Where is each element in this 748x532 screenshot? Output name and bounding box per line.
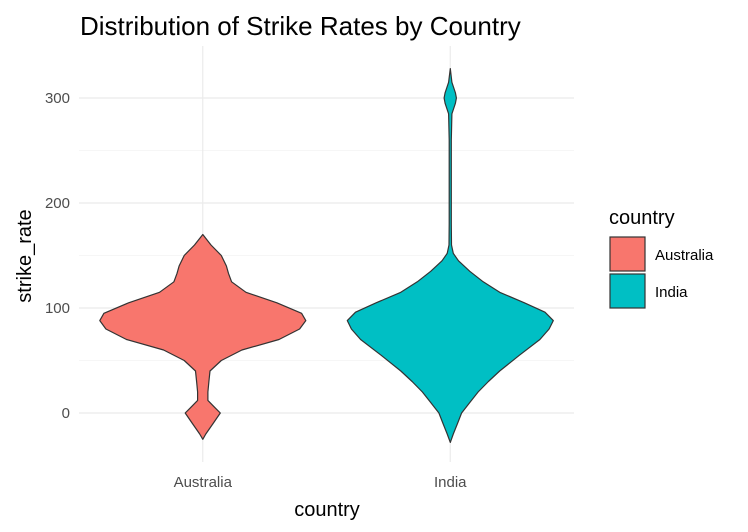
legend-swatch-india <box>609 273 646 309</box>
x-tick-label: Australia <box>174 474 233 491</box>
legend-label: India <box>655 284 688 301</box>
y-tick-label: 200 <box>45 195 70 212</box>
violin-india <box>346 68 554 443</box>
y-tick-label: 300 <box>45 90 70 107</box>
x-axis-title: country <box>294 499 360 521</box>
violin-australia <box>99 233 307 440</box>
chart-title: Distribution of Strike Rates by Country <box>80 11 521 41</box>
y-axis-title: strike_rate <box>14 209 36 302</box>
y-tick-label: 0 <box>62 405 70 422</box>
legend-label: Australia <box>655 247 714 264</box>
legend-title: country <box>609 207 675 229</box>
gridlines <box>79 46 574 462</box>
legend: country Australia India <box>609 207 714 309</box>
y-axis-ticks: 0 100 200 300 <box>45 90 70 422</box>
x-tick-label: India <box>434 474 467 491</box>
y-tick-label: 100 <box>45 300 70 317</box>
legend-swatch-australia <box>609 236 646 272</box>
violins <box>99 68 554 443</box>
x-axis-ticks: Australia India <box>174 474 468 491</box>
